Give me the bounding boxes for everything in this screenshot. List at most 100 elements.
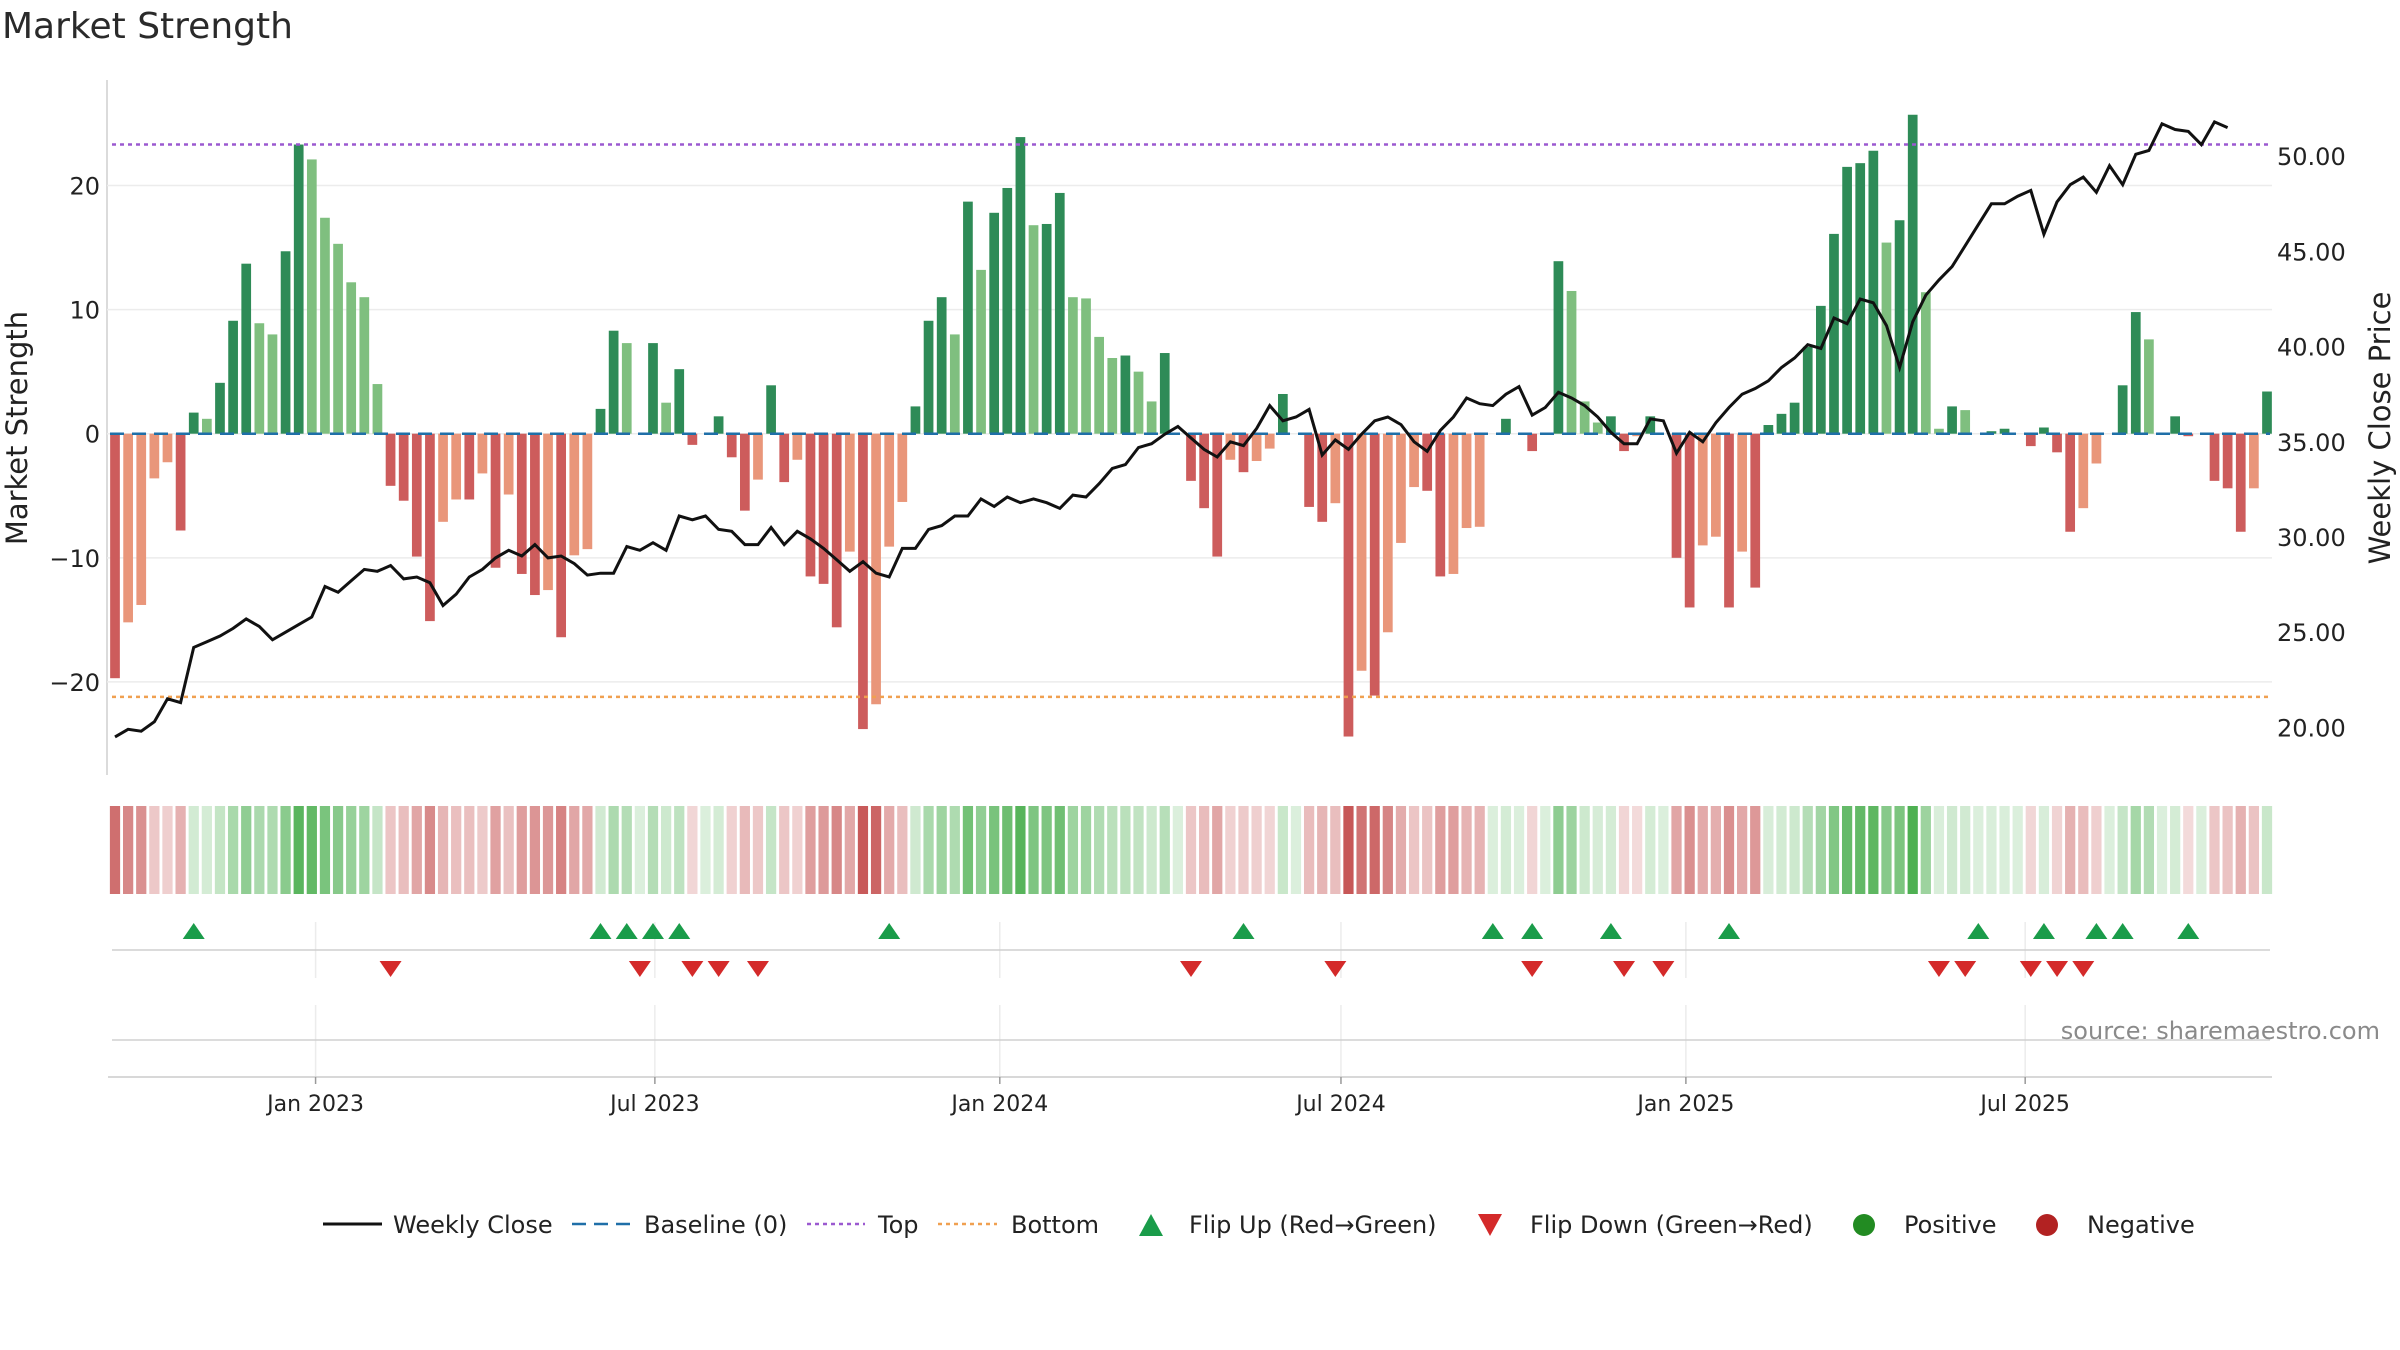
heat-cell	[1763, 806, 1774, 894]
strength-bar	[1750, 433, 1761, 588]
strength-bar	[1763, 425, 1774, 434]
x-tick-label: Jan 2025	[1635, 1092, 1734, 1117]
heat-cell	[1199, 806, 1210, 894]
legend-weekly-close: Weekly Close	[323, 1211, 553, 1239]
heat-cell	[359, 806, 370, 894]
strength-bar	[1120, 355, 1131, 434]
heat-cell	[884, 806, 895, 894]
heat-cell	[2156, 806, 2168, 894]
heat-cell	[1907, 806, 1918, 894]
heat-cell	[2038, 806, 2050, 894]
strength-bar	[2091, 433, 2102, 464]
legend-flip-up: Flip Up (Red→Green)	[1139, 1211, 1437, 1239]
heat-cell	[2104, 806, 2115, 894]
strength-bar	[648, 343, 658, 434]
strength-bar	[766, 385, 776, 434]
strength-bar	[949, 334, 960, 434]
heat-cell	[647, 806, 659, 894]
heat-cell	[1054, 806, 1065, 894]
strength-bar	[1842, 166, 1852, 434]
strength-bar	[1711, 433, 1721, 537]
flip-up-marker	[1967, 923, 1990, 939]
strength-bar	[1684, 433, 1695, 608]
strength-bar	[149, 433, 160, 479]
heat-cell	[1868, 806, 1879, 894]
strength-bar	[1815, 305, 1826, 434]
strength-bar	[1356, 433, 1367, 671]
heat-cell	[1185, 806, 1197, 894]
strength-bar	[910, 406, 921, 434]
strength-bar	[687, 433, 698, 445]
x-axis-ticks: Jan 2023 Jul 2023 Jan 2024 Jul 2024 Jan 2025…	[265, 1077, 2070, 1117]
heat-cell	[1697, 806, 1708, 894]
heat-cell	[123, 806, 134, 894]
strength-bar	[1697, 433, 1708, 546]
heat-cell	[1684, 806, 1695, 894]
heat-cell	[1658, 806, 1669, 894]
heat-cell	[975, 806, 987, 894]
heat-cell	[844, 806, 855, 894]
heat-cell	[1369, 806, 1380, 894]
heat-cell	[608, 806, 619, 894]
heat-cell	[201, 806, 212, 894]
strength-bar	[2130, 312, 2141, 434]
strength-bar	[831, 433, 842, 628]
strength-bar	[739, 433, 750, 511]
heat-cell	[1645, 806, 1656, 894]
heat-cell	[1605, 806, 1617, 894]
right-tick-label: 25.00	[2277, 619, 2346, 647]
strength-bar	[1448, 433, 1459, 574]
heat-cell	[1671, 806, 1682, 894]
strength-bar	[359, 297, 370, 434]
strength-bar	[1566, 290, 1577, 434]
heat-cell	[267, 806, 278, 894]
heat-cell	[2261, 806, 2273, 894]
heat-cell	[910, 806, 921, 894]
heat-cell	[1802, 806, 1813, 894]
strength-bar	[346, 282, 357, 434]
flip-panel	[112, 922, 2270, 978]
strength-bar	[1999, 428, 2010, 434]
heat-cell	[870, 806, 882, 894]
heat-cell	[2235, 806, 2246, 894]
heat-cell	[1841, 806, 1853, 894]
strength-bar	[608, 330, 619, 434]
heat-cell	[214, 806, 226, 894]
heat-cell	[490, 806, 501, 894]
heat-cell	[542, 806, 554, 894]
heat-cell	[1303, 806, 1315, 894]
heat-cell	[2143, 806, 2155, 894]
heat-cell	[2117, 806, 2128, 894]
right-tick-label: 50.00	[2277, 143, 2346, 171]
strength-bar	[1501, 418, 1511, 434]
flip-up-marker	[2032, 923, 2055, 939]
strength-bar	[1317, 433, 1328, 522]
heat-cell	[2078, 806, 2089, 894]
strength-bar	[254, 323, 265, 434]
heat-cell	[700, 806, 711, 894]
heat-cell	[136, 806, 147, 894]
heat-cell	[372, 806, 383, 894]
heat-cell	[726, 806, 737, 894]
heat-cell	[1789, 806, 1800, 894]
strength-bar	[1527, 433, 1538, 452]
heat-cell	[831, 806, 842, 894]
strength-bar	[779, 433, 790, 483]
x-tick-label: Jan 2024	[949, 1092, 1048, 1117]
strength-bar	[1015, 137, 1026, 434]
strength-bar	[2117, 385, 2128, 434]
strength-bar	[2052, 433, 2062, 453]
heat-cell	[1618, 806, 1630, 894]
heat-cell	[582, 806, 593, 894]
svg-text:Positive: Positive	[1904, 1211, 1997, 1239]
left-axis-ticks: 20 10 0 −10 −20	[49, 172, 100, 696]
heat-cell	[713, 806, 724, 894]
heat-cell	[752, 806, 764, 894]
strength-bar	[1645, 416, 1656, 434]
strength-bar	[2039, 427, 2049, 434]
strength-bar	[1068, 297, 1078, 434]
heat-cell	[1290, 806, 1302, 894]
heat-cell	[595, 806, 606, 894]
date-panel: Jan 2023 Jul 2023 Jan 2024 Jul 2024 Jan 2025…	[108, 1005, 2272, 1117]
strength-bar	[844, 433, 855, 552]
